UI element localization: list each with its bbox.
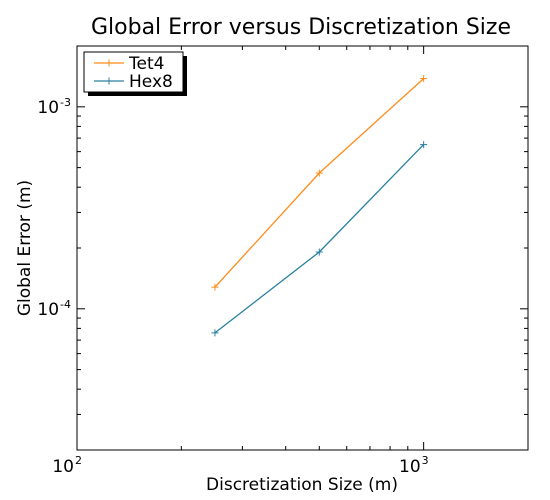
series-tet4 — [211, 75, 428, 291]
legend-label-tet4: Tet4 — [128, 54, 164, 74]
series-hex8 — [211, 141, 428, 337]
axis-ticks — [76, 46, 528, 450]
x-tick-base: 10 — [52, 457, 74, 477]
x-tick-exponent: 3 — [422, 454, 429, 467]
series-layer — [211, 75, 428, 337]
legend-label-hex8: Hex8 — [129, 72, 173, 92]
y-tick-label: -310 — [37, 96, 71, 118]
x-tick-base: 10 — [399, 457, 421, 477]
plot-frame — [76, 45, 529, 451]
y-tick-base: 10 — [37, 300, 59, 320]
y-tick-label: -410 — [37, 298, 71, 320]
x-tick-exponent: 2 — [75, 454, 82, 467]
legend-item-tet4: Tet4 — [94, 54, 164, 74]
chart-title: Global Error versus Discretization Size — [91, 15, 511, 40]
data-point-tet4 — [211, 283, 219, 291]
legend-box — [83, 51, 184, 93]
x-axis-label: Discretization Size (m) — [206, 475, 398, 495]
x-tick-labels: 10 2 10 3 — [52, 454, 428, 477]
data-point-tet4 — [420, 75, 428, 83]
y-axis-label: Global Error (m) — [15, 180, 35, 316]
x-tick-label: 10 2 — [52, 454, 82, 477]
y-tick-labels: -410-310 — [37, 96, 71, 320]
data-point-hex8 — [315, 248, 323, 256]
data-point-hex8 — [211, 329, 219, 337]
y-tick-exponent: -3 — [60, 96, 71, 109]
legend-item-hex8: Hex8 — [94, 72, 173, 92]
data-point-hex8 — [420, 141, 428, 149]
y-tick-base: 10 — [37, 98, 59, 118]
data-point-tet4 — [315, 169, 323, 177]
y-tick-exponent: -4 — [60, 298, 71, 311]
x-tick-label: 10 3 — [399, 454, 429, 477]
